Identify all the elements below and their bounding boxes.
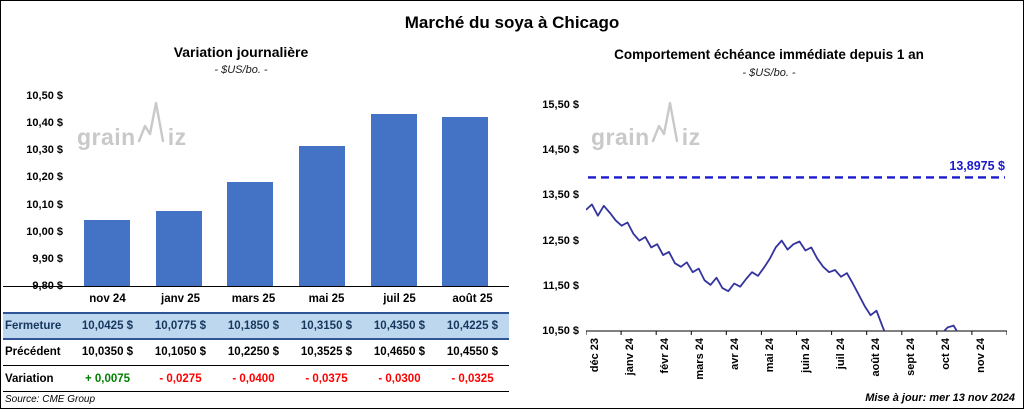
watermark-text-grain: grain [591,124,650,150]
line-y-axis: 15,50 $ 14,50 $ 13,50 $ 12,50 $ 11,50 $ 10,50… [519,99,579,337]
line-x-tick-label: févr 24 [659,338,672,374]
bar-y-tick-label: 10,50 $ [26,90,63,102]
line-y-tick-label: 14,50 $ [542,144,579,157]
line-y-tick-label: 15,50 $ [542,99,579,111]
price-cell: 10,0775 $ [144,311,217,340]
zigzag-w-arrow-icon [650,101,682,151]
table-row: Précédent 10,0350 $10,1050 $10,2250 $10,3… [3,338,509,366]
bar-y-tick-label: 10,10 $ [26,198,63,211]
watermark-text-grain: grain [77,124,136,150]
line-y-tick-label: 12,50 $ [542,234,579,247]
price-cell: 10,4650 $ [363,338,436,366]
ref-line-label: 13,8975 $ [949,159,1005,173]
category-label: janv 25 [144,286,217,313]
price-table: nov 24 janv 25 mars 25 mai 25 juil 25 août 25… [3,286,509,392]
line-y-tick-label: 11,50 $ [542,279,579,292]
price-cell: 10,3150 $ [290,311,363,340]
price-cell: - 0,0275 [144,365,217,392]
bar [442,117,489,286]
line-x-tick-label: nov 24 [974,338,987,373]
bar [83,220,130,286]
line-chart-subtitle: - $US/bo. - [742,67,796,79]
price-cell: 10,3525 $ [290,338,363,366]
category-label: mars 25 [217,286,290,313]
bar-y-tick-label: 10,40 $ [26,117,63,130]
row-label: Précédent [3,338,71,366]
price-cell: 10,4350 $ [363,311,436,340]
bar-y-tick-label: 9,80 $ [32,280,63,292]
line-x-tick-label: déc 23 [589,338,601,373]
category-label: nov 24 [71,286,144,313]
price-cell: 10,1850 $ [217,311,290,340]
bar-y-tick-label: 10,30 $ [26,144,63,157]
price-cell: - 0,0325 [436,365,509,392]
bar-y-tick-label: 10,20 $ [26,171,63,184]
bar [298,146,345,286]
zigzag-w-arrow-icon [136,101,168,151]
price-cell: 10,4550 $ [436,338,509,366]
watermark-logo: grain iz [591,101,701,151]
bar-y-tick-label: 10,00 $ [26,225,63,238]
price-cell: + 0,0075 [71,365,144,392]
row-label: Variation [3,365,71,392]
source-note: Source: CME Group [5,394,96,405]
watermark-text-iz: iz [167,124,187,150]
bar-plot [71,96,501,286]
update-note: Mise à jour: mer 13 nov 2024 [865,392,1015,404]
price-cell: 10,1050 $ [144,338,217,366]
bar [155,210,202,286]
line-x-tick-label: juin 24 [799,338,812,373]
bar-chart-title: Variation journalière [173,44,309,60]
watermark-logo: grain iz [77,101,187,151]
price-cell: - 0,0300 [363,365,436,392]
line-x-tick-label: mai 24 [764,338,777,373]
line-y-tick-label: 13,50 $ [542,189,579,202]
line-x-tick-label: juil 24 [834,338,847,370]
category-label: juil 25 [363,286,436,313]
line-x-tick-label: avr 24 [729,338,742,370]
line-x-tick-label: janv 24 [624,338,637,376]
bar-y-axis: 10,50 $ 10,40 $ 10,30 $ 10,20 $ 10,10 $ 10,00… [1,90,63,292]
bar-y-tick-label: 9,90 $ [32,252,63,265]
line-x-tick-label: oct 24 [939,338,952,370]
category-row: nov 24 janv 25 mars 25 mai 25 juil 25 août 25 [3,286,509,313]
price-cell: 10,2250 $ [217,338,290,366]
page-title: Marché du soya à Chicago [404,13,620,32]
price-cell: - 0,0400 [217,365,290,392]
price-cell: 10,4225 $ [436,311,509,340]
table-row: Fermeture 10,0425 $10,0775 $10,1850 $10,3… [3,311,509,340]
price-cell: - 0,0375 [290,365,363,392]
price-cell: 10,0425 $ [71,311,144,340]
line-plot-svg [585,176,1008,335]
table-row: Variation + 0,0075- 0,0275- 0,0400- 0,037… [3,365,509,392]
line-chart-title: Comportement échéance immédiate depuis 1… [614,47,924,62]
category-label: août 25 [436,286,509,313]
bar [370,113,417,286]
bar [227,181,274,286]
watermark-text-iz: iz [681,124,701,150]
price-cell: 10,0350 $ [71,338,144,366]
line-x-tick-label: mars 24 [694,338,707,380]
line-x-tick-label: sept 24 [904,338,917,376]
bar-chart-subtitle: - $US/bo. - [214,64,268,76]
line-x-tick-label: août 24 [869,338,882,377]
category-label: mai 25 [290,286,363,313]
category-row-label [3,286,71,313]
line-plot [585,105,1008,339]
line-y-tick-label: 10,50 $ [542,325,579,337]
row-label: Fermeture [3,311,71,340]
